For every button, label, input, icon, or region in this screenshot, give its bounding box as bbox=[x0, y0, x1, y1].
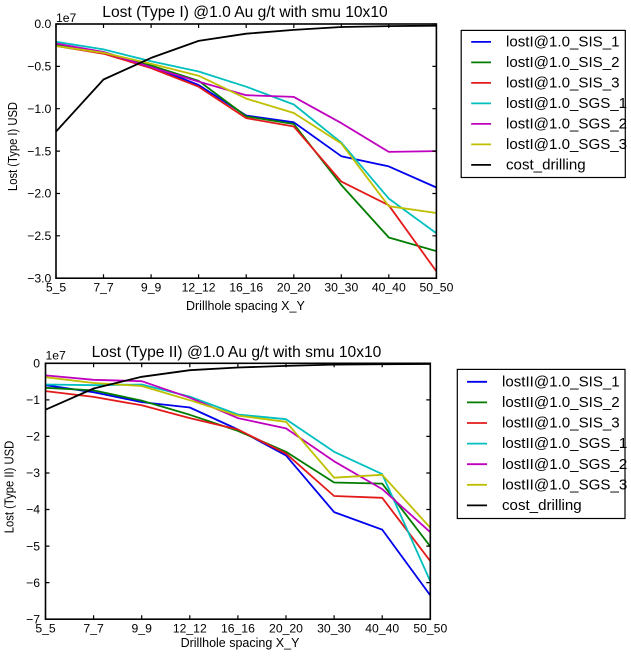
svg-text:−0.5: −0.5 bbox=[27, 60, 51, 74]
svg-text:12_12: 12_12 bbox=[173, 622, 207, 636]
svg-text:0.0: 0.0 bbox=[34, 17, 51, 31]
svg-text:30_30: 30_30 bbox=[317, 622, 351, 636]
svg-text:40_40: 40_40 bbox=[365, 622, 399, 636]
svg-text:Lost (Type II) @1.0 Au g/t wit: Lost (Type II) @1.0 Au g/t with smu 10x1… bbox=[92, 344, 382, 361]
svg-text:16_16: 16_16 bbox=[221, 622, 255, 636]
svg-text:lostII@1.0_SGS_1: lostII@1.0_SGS_1 bbox=[502, 435, 627, 452]
svg-text:5_5: 5_5 bbox=[46, 281, 67, 295]
svg-text:5_5: 5_5 bbox=[35, 622, 56, 636]
svg-text:cost_drilling: cost_drilling bbox=[502, 497, 582, 514]
svg-text:Lost (Type I) @1.0 Au g/t with: Lost (Type I) @1.0 Au g/t with smu 10x10 bbox=[102, 4, 388, 21]
svg-text:lostII@1.0_SIS_2: lostII@1.0_SIS_2 bbox=[502, 394, 620, 411]
svg-text:1e7: 1e7 bbox=[46, 349, 67, 363]
svg-text:7_7: 7_7 bbox=[83, 622, 104, 636]
svg-text:lostII@1.0_SIS_1: lostII@1.0_SIS_1 bbox=[502, 373, 620, 390]
svg-text:lostII@1.0_SIS_3: lostII@1.0_SIS_3 bbox=[502, 415, 620, 432]
svg-text:cost_drilling: cost_drilling bbox=[506, 157, 586, 174]
svg-text:40_40: 40_40 bbox=[372, 281, 406, 295]
svg-text:1e7: 1e7 bbox=[56, 11, 77, 25]
svg-text:−4: −4 bbox=[26, 503, 40, 517]
svg-text:12_12: 12_12 bbox=[182, 281, 216, 295]
svg-text:Lost (Type I) USD: Lost (Type I) USD bbox=[6, 102, 20, 191]
svg-text:7_7: 7_7 bbox=[93, 281, 114, 295]
svg-text:−3.0: −3.0 bbox=[27, 271, 51, 285]
svg-text:−5: −5 bbox=[26, 539, 40, 553]
svg-text:−1.0: −1.0 bbox=[27, 102, 51, 116]
svg-text:Drillhole spacing X_Y: Drillhole spacing X_Y bbox=[186, 299, 305, 313]
svg-text:lostII@1.0_SGS_2: lostII@1.0_SGS_2 bbox=[502, 456, 627, 473]
svg-text:0: 0 bbox=[33, 357, 40, 371]
svg-text:−1: −1 bbox=[26, 393, 40, 407]
svg-text:−7: −7 bbox=[26, 612, 40, 626]
svg-text:lostI@1.0_SIS_1: lostI@1.0_SIS_1 bbox=[506, 34, 620, 51]
svg-text:lostI@1.0_SGS_2: lostI@1.0_SGS_2 bbox=[506, 116, 627, 133]
svg-text:9_9: 9_9 bbox=[141, 281, 162, 295]
svg-text:lostI@1.0_SIS_3: lostI@1.0_SIS_3 bbox=[506, 75, 620, 92]
svg-text:20_20: 20_20 bbox=[277, 281, 311, 295]
svg-text:9_9: 9_9 bbox=[132, 622, 153, 636]
svg-text:Drillhole spacing X_Y: Drillhole spacing X_Y bbox=[181, 636, 300, 650]
svg-text:−3: −3 bbox=[26, 466, 40, 480]
svg-text:lostI@1.0_SGS_3: lostI@1.0_SGS_3 bbox=[506, 136, 627, 153]
svg-text:20_20: 20_20 bbox=[269, 622, 303, 636]
svg-text:−1.5: −1.5 bbox=[27, 144, 51, 158]
svg-text:Lost (Type II) USD: Lost (Type II) USD bbox=[3, 441, 17, 534]
svg-text:lostII@1.0_SGS_3: lostII@1.0_SGS_3 bbox=[502, 476, 627, 493]
svg-text:−2.0: −2.0 bbox=[27, 187, 51, 201]
svg-text:lostI@1.0_SIS_2: lostI@1.0_SIS_2 bbox=[506, 54, 620, 71]
svg-text:−2.5: −2.5 bbox=[27, 229, 51, 243]
svg-text:−6: −6 bbox=[26, 576, 40, 590]
svg-text:50_50: 50_50 bbox=[413, 622, 447, 636]
svg-text:−2: −2 bbox=[26, 430, 40, 444]
svg-text:16_16: 16_16 bbox=[229, 281, 263, 295]
svg-text:30_30: 30_30 bbox=[324, 281, 358, 295]
svg-text:50_50: 50_50 bbox=[419, 281, 453, 295]
svg-text:lostI@1.0_SGS_1: lostI@1.0_SGS_1 bbox=[506, 95, 627, 112]
